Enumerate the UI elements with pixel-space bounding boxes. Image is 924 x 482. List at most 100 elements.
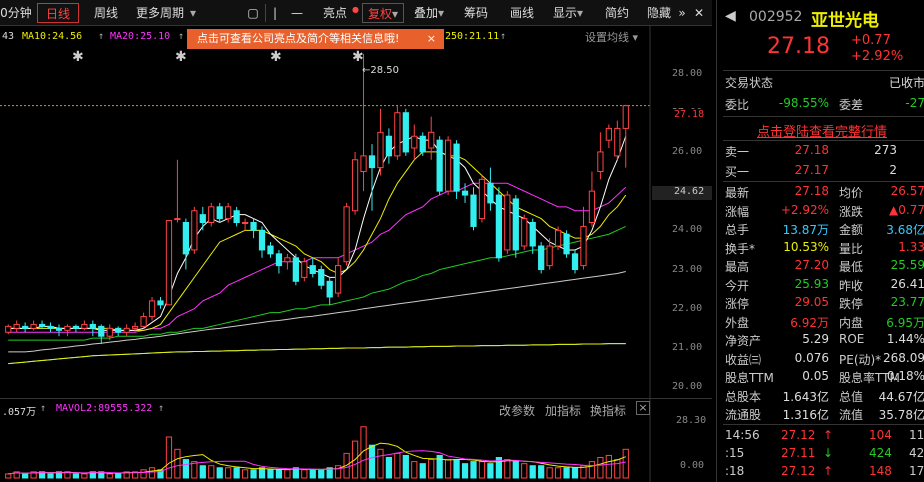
volume-bar: [335, 465, 342, 479]
close-indicator-icon[interactable]: ×: [636, 401, 650, 415]
overlay-button[interactable]: 叠加▾: [410, 3, 448, 23]
volume-bar: [597, 457, 604, 479]
star-marker-icon[interactable]: ✱: [72, 49, 84, 65]
display-button[interactable]: 显示▾: [548, 3, 588, 23]
volume-bar: [487, 463, 494, 479]
volume-bar: [301, 469, 308, 479]
stock-code: 002952: [749, 9, 803, 25]
divider: [723, 181, 924, 182]
candle-body: [250, 222, 257, 231]
volume-bar: [131, 471, 139, 479]
candle-body: [487, 182, 494, 204]
login-link[interactable]: 点击登陆查看完整行情: [757, 125, 888, 140]
candle-body: [521, 218, 528, 247]
volume-bar: [13, 471, 20, 479]
tick-arrow-icon: ↑: [823, 428, 834, 442]
stock-change: +0.77: [851, 33, 891, 48]
volume-bar: [453, 459, 460, 479]
stat-label-2: 流值: [839, 408, 864, 422]
candle-body: [309, 265, 316, 274]
company-info-tip[interactable]: 点击可查看公司亮点及简介等相关信息哦! ×: [187, 29, 444, 49]
volume-bar: [377, 448, 384, 479]
minute-period-button[interactable]: 0分钟: [0, 6, 32, 20]
more-dropdown-icon[interactable]: ▾: [189, 6, 197, 20]
stat-row: 收益㈢ 0.076 PE(动)* 268.09: [723, 351, 924, 370]
volume-bar: [546, 467, 553, 479]
stat-value-2: 25.59: [890, 258, 924, 272]
candle-body: [165, 220, 173, 306]
tip-close-icon[interactable]: ×: [426, 32, 436, 45]
vol-axis-min: 0.00: [680, 460, 705, 471]
weibi-value: -98.55%: [778, 96, 829, 110]
star-marker-icon[interactable]: ✱: [352, 49, 364, 65]
ma-settings-button[interactable]: 设置均线 ▾: [585, 29, 638, 45]
ma-settings-dropdown-icon: ▾: [629, 31, 639, 44]
ma20-arrow-icon: ↑: [178, 31, 185, 42]
volume-bar: [504, 459, 511, 479]
star-marker-icon[interactable]: ✱: [270, 49, 282, 65]
close-icon[interactable]: ✕: [693, 6, 705, 20]
volume-bar: [394, 452, 401, 479]
candle-body: [64, 325, 71, 331]
draw-button[interactable]: 画线: [509, 6, 534, 20]
tick-price: 27.11: [781, 446, 816, 460]
candle-body: [343, 206, 350, 263]
vol-arrow-icon: ↑: [40, 403, 47, 414]
ma-settings-label: 设置均线: [585, 31, 629, 44]
weidiff-label: 委差: [839, 98, 864, 112]
stock-pct: +2.92%: [851, 49, 904, 64]
stat-value-2: 3.68亿: [886, 223, 924, 237]
stat-row: 股息TTM 0.05 股息率TTM 0.18%: [723, 369, 924, 388]
day-period-button[interactable]: 日线: [37, 3, 79, 23]
candle-body: [225, 206, 232, 220]
candle-body: [174, 218, 181, 221]
lock-icon[interactable]: ▢: [247, 6, 259, 20]
volume-bar: [267, 469, 274, 479]
candle-body: [402, 112, 409, 153]
candle-body: [13, 323, 20, 329]
more-period-button[interactable]: 更多周期: [135, 6, 184, 20]
stat-label-2: 股息率TTM: [839, 371, 900, 385]
divider: [723, 140, 924, 141]
change-params-button[interactable]: 改参数: [499, 404, 536, 418]
current-price-tag: 27.18: [652, 109, 712, 123]
chips-button[interactable]: 筹码: [463, 6, 488, 20]
candle-body: [478, 178, 486, 220]
status-value: 已收市: [888, 76, 924, 90]
add-indicator-button[interactable]: 加指标: [545, 404, 582, 418]
price-axis-label: 22.00: [672, 302, 703, 314]
divider: [723, 70, 924, 71]
hide-button[interactable]: 隐藏: [646, 6, 671, 20]
volume-bar: [38, 471, 46, 479]
switch-indicator-button[interactable]: 换指标: [590, 404, 627, 418]
candle-body: [512, 198, 519, 251]
zoom-out-icon[interactable]: —: [291, 6, 303, 20]
volume-bar: [72, 473, 80, 479]
volume-bar: [81, 473, 88, 479]
highlight-button[interactable]: 亮点: [322, 6, 347, 20]
volume-bar: [461, 463, 469, 479]
prev-stock-icon[interactable]: ◀: [725, 8, 736, 24]
fuquan-dropdown-icon: ▾: [391, 7, 399, 21]
volume-bar: [241, 469, 249, 479]
expand-icon[interactable]: »: [678, 6, 686, 20]
fuquan-button[interactable]: 复权▾: [362, 3, 404, 23]
cursor-icon[interactable]: |: [272, 6, 278, 20]
stat-label-2: 跌停: [839, 297, 864, 311]
kline-chart[interactable]: [0, 0, 712, 482]
stat-label: 最新: [725, 186, 750, 200]
star-marker-icon[interactable]: ✱: [175, 49, 187, 65]
stat-value: 10.53%: [783, 239, 829, 254]
volume-bar: [275, 469, 283, 479]
price-axis-label: 20.00: [672, 381, 703, 393]
stat-row: 外盘 6.92万 内盘 6.95万: [723, 314, 924, 333]
candle-body: [504, 194, 511, 251]
week-period-button[interactable]: 周线: [93, 6, 118, 20]
tick-count: 11: [909, 428, 924, 442]
volume-bar: [30, 471, 37, 479]
candle-body: [301, 261, 308, 278]
simple-button[interactable]: 简约: [604, 6, 629, 20]
tick-time: :18: [725, 464, 745, 478]
tick-arrow-icon: ↓: [823, 446, 834, 460]
candle-body: [614, 127, 621, 157]
